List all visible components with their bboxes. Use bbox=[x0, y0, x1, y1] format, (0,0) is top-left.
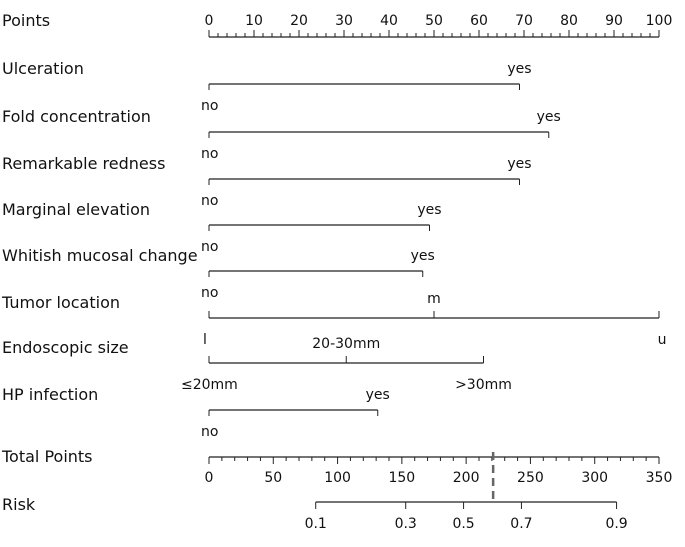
level-hp-infection-no: no bbox=[201, 424, 218, 440]
points-tick-label: 100 bbox=[646, 13, 673, 29]
points-axis-label: Points bbox=[2, 11, 50, 30]
label-ulceration: Ulceration bbox=[2, 59, 84, 78]
level-whitish-mucosal-change-no: no bbox=[201, 285, 218, 301]
label-endoscopic-size: Endoscopic size bbox=[2, 338, 129, 357]
total-points-tick-label: 200 bbox=[453, 470, 480, 486]
level-endoscopic-size-20mm: ≤20mm bbox=[181, 377, 238, 393]
total-points-tick-label: 250 bbox=[517, 470, 544, 486]
points-tick-label: 20 bbox=[290, 13, 308, 29]
level-ulceration-no: no bbox=[201, 98, 218, 114]
points-tick-label: 90 bbox=[605, 13, 623, 29]
label-whitish-mucosal-change: Whitish mucosal change bbox=[2, 246, 198, 265]
points-tick-label: 0 bbox=[205, 13, 214, 29]
level-hp-infection-yes: yes bbox=[366, 387, 390, 403]
points-tick-label: 80 bbox=[560, 13, 578, 29]
risk-tick-label: 0.1 bbox=[305, 516, 327, 532]
label-hp-infection: HP infection bbox=[2, 385, 98, 404]
label-marginal-elevation: Marginal elevation bbox=[2, 200, 150, 219]
risk-tick-label: 0.9 bbox=[605, 516, 627, 532]
level-remarkable-redness-yes: yes bbox=[507, 156, 531, 172]
level-marginal-elevation-no: no bbox=[201, 239, 218, 255]
points-tick-label: 40 bbox=[380, 13, 398, 29]
points-tick-label: 50 bbox=[425, 13, 443, 29]
total-points-tick-label: 100 bbox=[324, 470, 351, 486]
label-tumor-location: Tumor location bbox=[1, 293, 120, 312]
level-fold-concentration-no: no bbox=[201, 146, 218, 162]
axes: 0 10 20 30 40 50 60 70 80 90 100 no yes no yes no yes no y… bbox=[181, 13, 672, 532]
level-tumor-location-l: l bbox=[203, 332, 207, 348]
level-fold-concentration-yes: yes bbox=[537, 109, 561, 125]
total-points-tick-label: 300 bbox=[581, 470, 608, 486]
level-marginal-elevation-yes: yes bbox=[417, 202, 441, 218]
total-points-tick-label: 150 bbox=[388, 470, 415, 486]
level-endoscopic-size-20-30mm: 20-30mm bbox=[312, 336, 380, 352]
level-tumor-location-m: m bbox=[427, 291, 441, 307]
total-points-label: Total Points bbox=[1, 447, 93, 466]
points-tick-label: 10 bbox=[245, 13, 263, 29]
points-tick-label: 30 bbox=[335, 13, 353, 29]
risk-tick-label: 0.7 bbox=[510, 516, 532, 532]
total-points-tick-label: 50 bbox=[264, 470, 282, 486]
label-remarkable-redness: Remarkable redness bbox=[2, 154, 165, 173]
risk-label: Risk bbox=[2, 495, 36, 514]
risk-tick-label: 0.5 bbox=[452, 516, 474, 532]
level-endoscopic-size-30mm: >30mm bbox=[455, 377, 512, 393]
level-tumor-location-u: u bbox=[658, 332, 667, 348]
points-tick-label: 70 bbox=[515, 13, 533, 29]
points-tick-label: 60 bbox=[470, 13, 488, 29]
total-points-tick-label: 350 bbox=[646, 470, 673, 486]
label-fold-concentration: Fold concentration bbox=[2, 107, 151, 126]
level-ulceration-yes: yes bbox=[507, 61, 531, 77]
total-points-tick-label: 0 bbox=[205, 470, 214, 486]
row-labels: Points Ulceration Fold concentration Remark… bbox=[1, 11, 198, 514]
level-remarkable-redness-no: no bbox=[201, 193, 218, 209]
level-whitish-mucosal-change-yes: yes bbox=[411, 248, 435, 264]
risk-tick-label: 0.3 bbox=[395, 516, 417, 532]
